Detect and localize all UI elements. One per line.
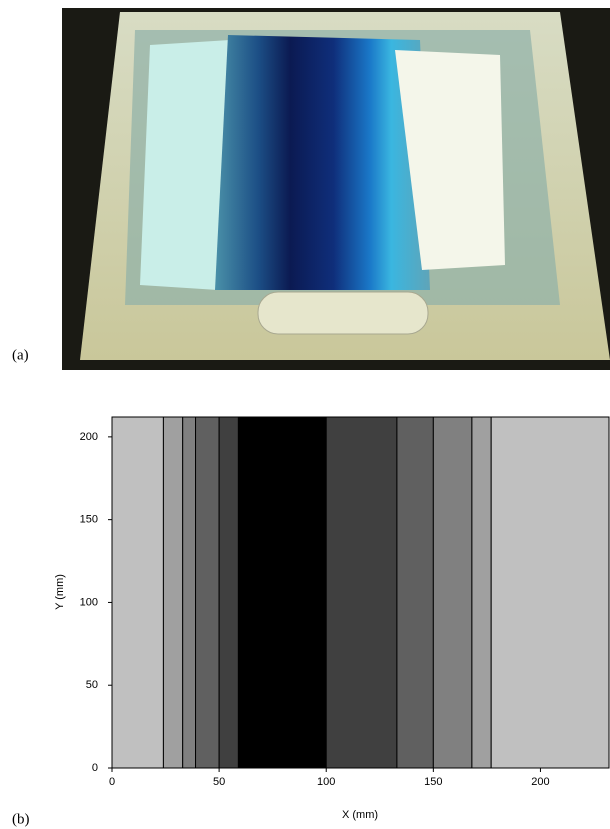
- strip: [472, 417, 491, 768]
- x-tick-label: 0: [109, 776, 115, 788]
- strip: [112, 417, 163, 768]
- tray-handle: [258, 292, 428, 334]
- strip: [433, 417, 472, 768]
- strip: [196, 417, 220, 768]
- x-tick-label: 150: [424, 776, 442, 788]
- x-tick-label: 100: [317, 776, 335, 788]
- y-tick-label: 150: [80, 514, 98, 526]
- y-tick-label: 50: [86, 679, 98, 691]
- y-axis-label: Y (mm): [54, 574, 66, 610]
- strip: [491, 417, 609, 768]
- x-tick-label: 50: [213, 776, 225, 788]
- strip: [397, 417, 433, 768]
- clear-region: [140, 40, 230, 290]
- figure: (a) (b) X (mm) Y (mm) 0 50 100 150 200 0 50 100…: [0, 0, 610, 829]
- dark-strips: [215, 35, 430, 290]
- x-axis-label: X (mm): [342, 809, 378, 821]
- strip: [326, 417, 397, 768]
- strip: [163, 417, 182, 768]
- strip: [238, 417, 326, 768]
- panel-label: (a): [12, 347, 29, 363]
- panel-label: (b): [12, 811, 30, 827]
- strip: [183, 417, 196, 768]
- page: (a) (b) X (mm) Y (mm) 0 50 100 150 200 0 50 100…: [0, 0, 610, 829]
- y-tick-label: 200: [80, 431, 98, 443]
- y-tick-label: 100: [80, 596, 98, 608]
- strip: [219, 417, 238, 768]
- photo: [62, 8, 610, 370]
- y-tick-label: 0: [92, 762, 98, 774]
- x-tick-label: 200: [531, 776, 549, 788]
